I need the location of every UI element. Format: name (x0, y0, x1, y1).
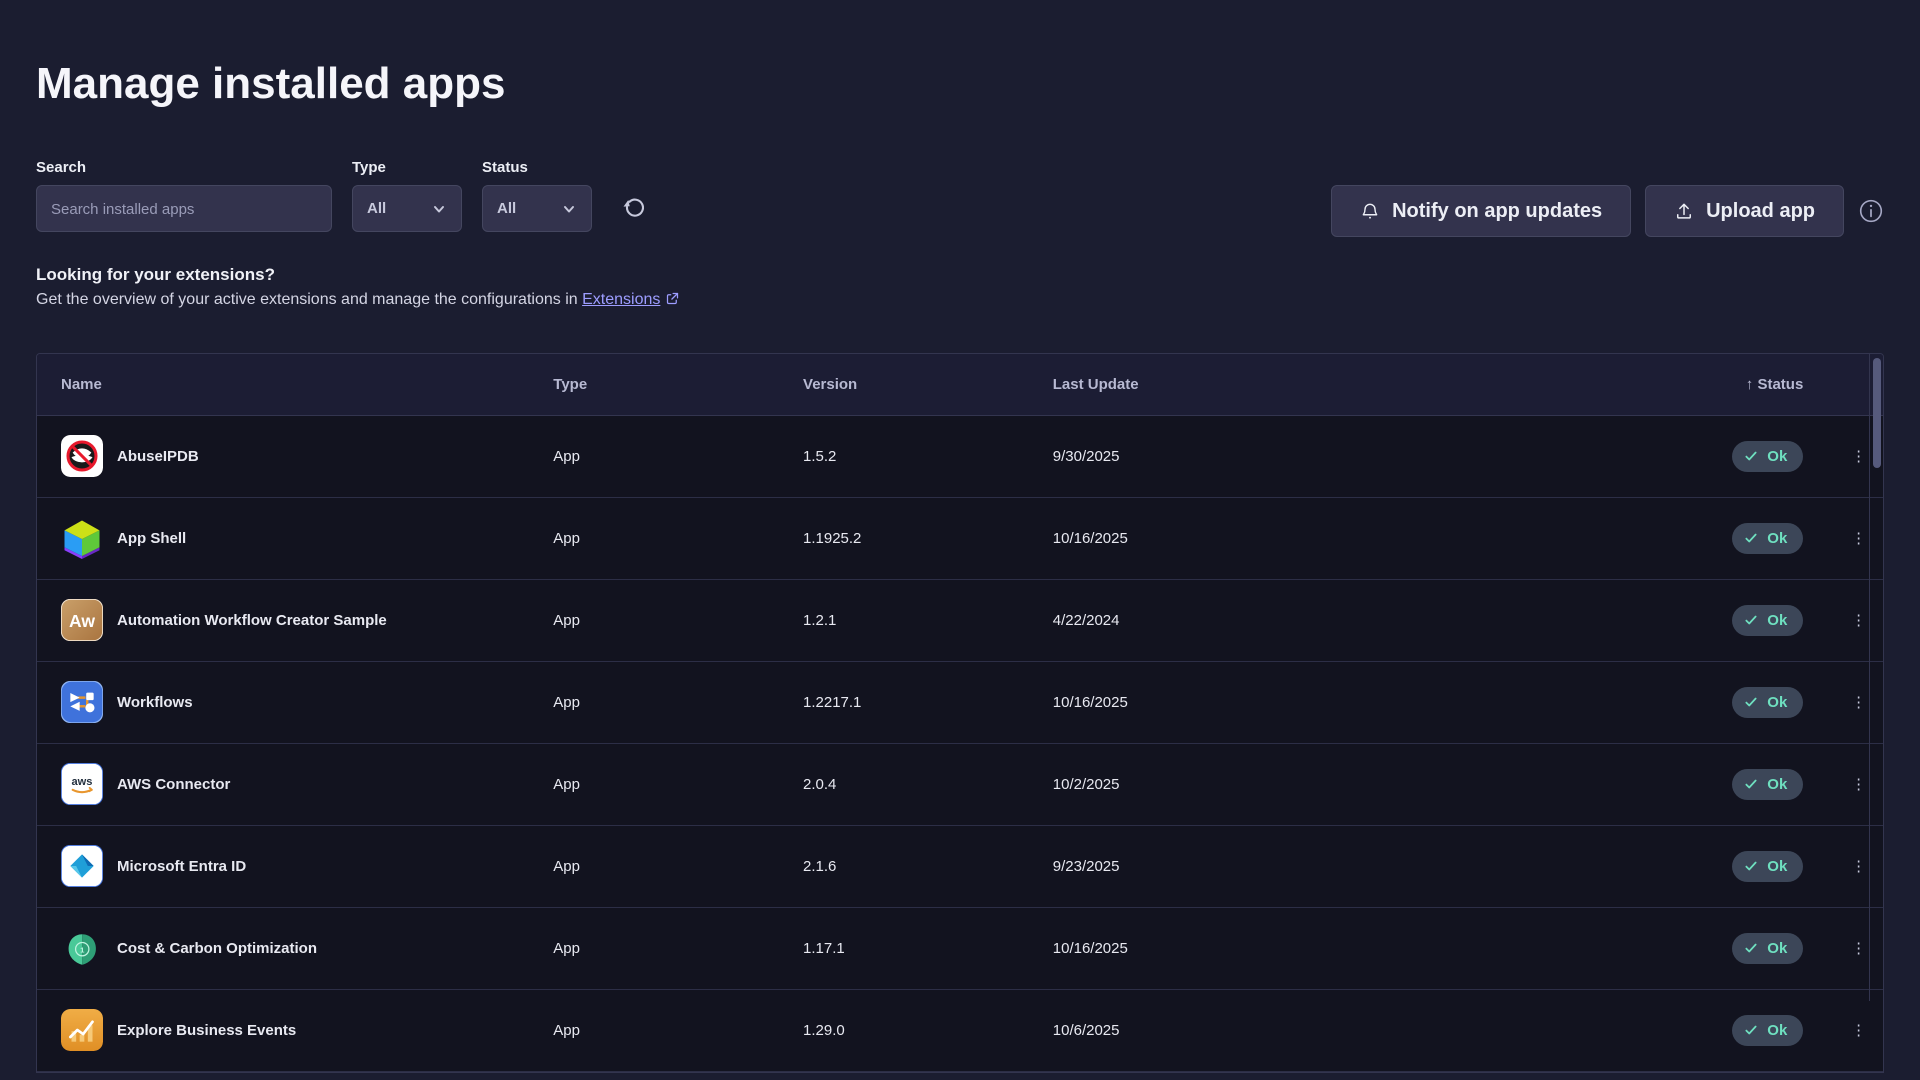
svg-text:Aw: Aw (69, 611, 95, 631)
svg-text:aws: aws (72, 776, 93, 788)
svg-text:1: 1 (80, 946, 85, 955)
